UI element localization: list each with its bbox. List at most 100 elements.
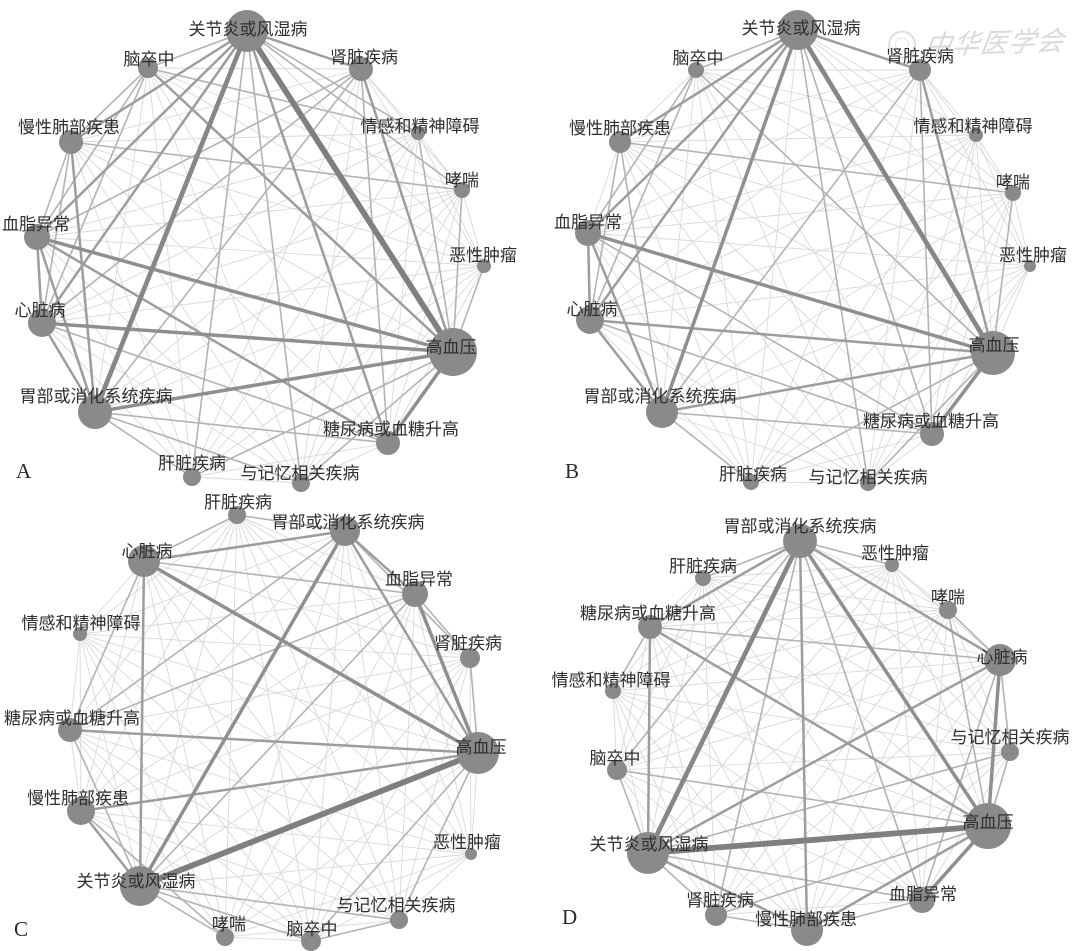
node-label-A-hypertension: 高血压 xyxy=(426,338,477,357)
edge-D-cancer-memory xyxy=(891,564,1011,753)
edge-B-heart-hypertension xyxy=(588,318,995,355)
edge-C-liver-dyslipidemia xyxy=(236,514,416,595)
edge-D-asthma-memory xyxy=(947,609,1011,753)
node-D-arthritis xyxy=(627,832,669,874)
edge-C-diabetes-memory xyxy=(69,729,400,921)
edge-C-kidney-stroke xyxy=(310,657,471,942)
edge-B-arthritis-memory xyxy=(797,29,869,484)
edge-A-heart-memory xyxy=(41,322,302,484)
edge-D-memory-lung xyxy=(806,751,1011,931)
edge-A-dyslipidemia-cancer xyxy=(36,236,485,267)
edge-D-heart-hypertension xyxy=(986,658,1002,828)
edge-C-hypertension-memory xyxy=(398,752,479,921)
node-label-B-stroke: 脑卒中 xyxy=(673,49,724,68)
edge-D-stomach-kidney xyxy=(715,540,801,916)
edge-D-heart-kidney xyxy=(715,659,1001,916)
node-label-A-cancer: 恶性肿瘤 xyxy=(449,246,517,265)
edge-C-heart-mental xyxy=(79,560,145,635)
edge-C-dyslipidemia-diabetes xyxy=(69,593,416,731)
edge-C-dyslipidemia-asthma xyxy=(224,593,416,938)
node-label-C-kidney: 肾脏疾病 xyxy=(434,634,502,653)
edge-B-hypertension-stomach xyxy=(660,351,995,414)
edge-C-asthma-stroke xyxy=(224,936,312,942)
edge-B-stroke-liver xyxy=(695,69,752,483)
node-B-stomach xyxy=(646,396,678,428)
node-label-A-stomach: 胃部或消化系统疾病 xyxy=(20,387,173,406)
node-label-C-stroke: 脑卒中 xyxy=(287,920,338,939)
node-D-dyslipidemia xyxy=(909,887,935,913)
node-label-B-heart: 心脏病 xyxy=(567,300,618,319)
node-label-B-stomach: 胃部或消化系统疾病 xyxy=(584,387,737,406)
edge-D-hypertension-arthritis xyxy=(645,823,991,856)
edge-C-stomach-asthma xyxy=(224,530,346,938)
node-C-lung xyxy=(67,797,95,825)
edge-D-liver-dyslipidemia xyxy=(702,577,923,901)
edge-A-heart-hypertension xyxy=(40,321,455,354)
edge-B-lung-stomach xyxy=(619,141,663,413)
edge-A-mental-stomach xyxy=(94,132,419,413)
edge-B-dyslipidemia-liver xyxy=(587,232,752,483)
edge-B-liver-memory xyxy=(750,481,869,484)
edge-C-mental-cancer xyxy=(79,633,472,855)
edge-B-arthritis-liver xyxy=(750,29,799,483)
edge-A-lung-heart xyxy=(41,141,72,324)
edge-B-mental-heart xyxy=(589,134,977,321)
node-D-hypertension xyxy=(965,803,1011,849)
node-B-asthma xyxy=(1005,185,1021,201)
edge-C-heart-arthritis xyxy=(138,559,146,888)
node-label-D-cancer: 恶性肿瘤 xyxy=(861,544,929,563)
edge-D-mental-stroke xyxy=(612,690,618,771)
node-C-cancer xyxy=(465,848,477,860)
edge-B-stroke-mental xyxy=(695,69,977,136)
edge-A-arthritis-cancer xyxy=(246,30,485,267)
edge-A-mental-hypertension xyxy=(417,132,454,353)
edge-B-kidney-diabetes xyxy=(919,69,933,435)
node-C-stroke xyxy=(301,931,321,951)
edge-D-diabetes-kidney xyxy=(649,626,717,916)
node-C-dyslipidemia xyxy=(402,581,428,607)
edge-C-mental-asthma xyxy=(79,633,226,938)
edge-B-arthritis-stomach xyxy=(660,28,800,414)
node-label-C-hypertension: 高血压 xyxy=(456,738,507,757)
edge-A-stroke-dyslipidemia xyxy=(36,67,149,238)
node-label-B-cancer: 恶性肿瘤 xyxy=(999,246,1067,265)
edge-C-mental-hypertension xyxy=(79,633,479,754)
node-B-kidney xyxy=(909,59,931,81)
edge-C-heart-hypertension xyxy=(142,559,480,755)
panel-label-B: B xyxy=(565,459,580,483)
edge-B-diabetes-memory xyxy=(867,433,933,484)
edge-C-diabetes-stroke xyxy=(69,729,312,942)
edge-A-dyslipidemia-hypertension xyxy=(35,235,455,354)
node-label-C-asthma: 哮喘 xyxy=(212,915,246,934)
edge-C-heart-stroke xyxy=(143,560,312,942)
edge-D-diabetes-arthritis xyxy=(646,625,652,855)
edge-B-stomach-diabetes xyxy=(661,411,933,435)
node-label-D-diabetes: 糖尿病或血糖升高 xyxy=(580,604,716,623)
edge-C-mental-arthritis xyxy=(79,633,141,887)
edge-B-arthritis-lung xyxy=(618,28,800,144)
node-label-A-dyslipidemia: 血脂异常 xyxy=(2,215,70,234)
edge-D-stomach-stroke xyxy=(616,540,801,771)
edge-D-asthma-hypertension xyxy=(947,609,989,827)
node-D-mental xyxy=(605,683,621,699)
edge-A-lung-hypertension xyxy=(70,141,454,353)
node-label-B-kidney: 肾脏疾病 xyxy=(886,47,954,66)
edge-D-liver-stroke xyxy=(616,577,704,771)
edge-D-mental-hypertension xyxy=(612,690,989,827)
edge-C-kidney-lung xyxy=(80,657,471,812)
edge-D-cancer-stroke xyxy=(616,564,893,771)
node-D-diabetes xyxy=(638,615,662,639)
edge-B-hypertension-liver xyxy=(750,352,994,483)
node-C-arthritis xyxy=(120,866,160,906)
edge-B-stomach-liver xyxy=(661,411,752,483)
edge-B-stroke-cancer xyxy=(695,69,1031,267)
edge-C-dyslipidemia-cancer xyxy=(414,593,472,855)
edge-D-stomach-diabetes xyxy=(648,539,802,629)
edge-C-heart-dyslipidemia xyxy=(143,560,416,595)
edge-D-liver-arthritis xyxy=(647,577,704,854)
edge-D-cancer-dyslipidemia xyxy=(891,564,923,901)
edge-C-liver-hypertension xyxy=(236,514,479,754)
edge-A-cancer-memory xyxy=(300,265,485,484)
panel-label-D: D xyxy=(562,905,578,929)
